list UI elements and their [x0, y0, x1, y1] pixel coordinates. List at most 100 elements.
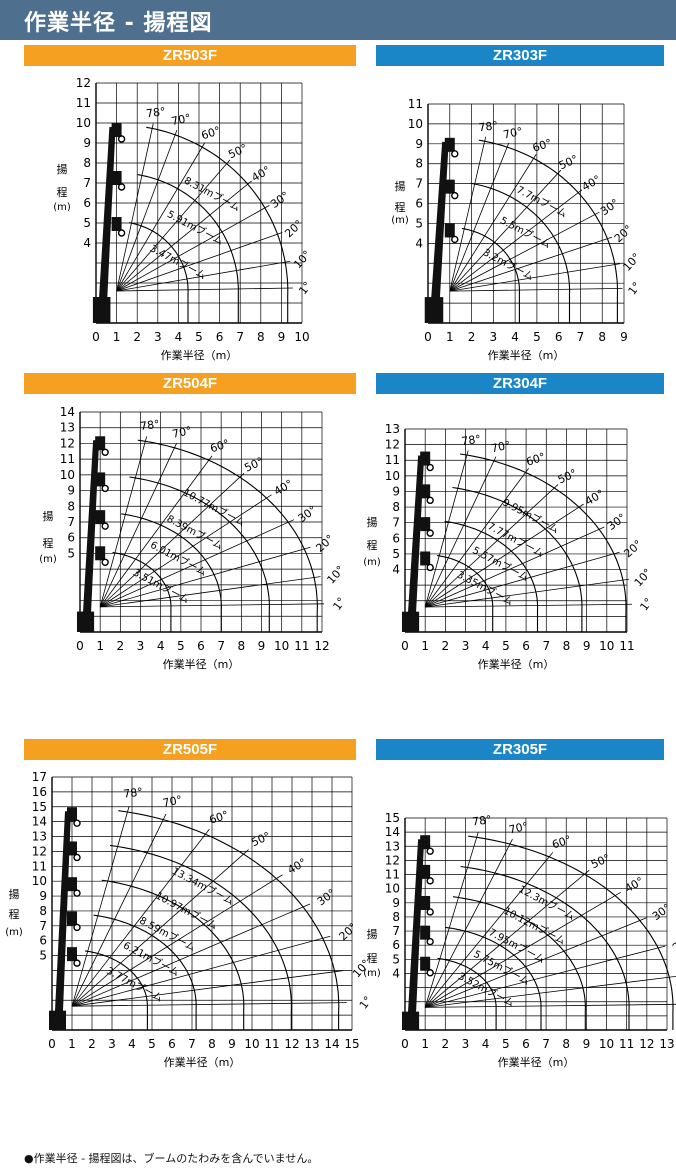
y-axis-label: 揚: [367, 516, 378, 529]
x-tick-label: 9: [583, 1037, 591, 1051]
boom-tip: [67, 911, 77, 926]
boom-arc: [128, 222, 189, 323]
angle-line: [424, 838, 513, 1008]
x-tick-label: 6: [216, 330, 224, 344]
angle-line: [425, 578, 629, 608]
hook-icon: [101, 484, 109, 493]
hook-icon: [426, 496, 434, 505]
x-tick-label: 1: [421, 1037, 429, 1051]
crane-boom: [406, 839, 425, 1030]
y-tick-label: 5: [67, 546, 75, 560]
boom-arc: [110, 844, 292, 1030]
y-tick-label: 10: [32, 874, 47, 888]
crane-outrigger: [402, 1025, 419, 1030]
y-tick-label: 8: [39, 904, 47, 918]
x-tick-label: 6: [522, 1037, 530, 1051]
hook-icon: [117, 229, 126, 237]
x-tick-label: 7: [188, 1037, 196, 1051]
angle-line: [424, 891, 621, 1008]
x-tick-label: 3: [462, 1037, 470, 1051]
x-tick-label: 5: [533, 330, 541, 344]
boom-tip: [444, 223, 455, 238]
x-tick-label: 8: [238, 639, 246, 653]
y-axis-label: 揚: [43, 510, 54, 523]
angle-line: [116, 129, 178, 292]
boom-tip: [420, 864, 431, 879]
x-tick-label: 0: [424, 330, 432, 344]
angle-line: [449, 189, 583, 292]
angle-line: [99, 442, 178, 608]
angle-line: [99, 436, 148, 607]
footnote: ●作業半径 - 揚程図は、ブームのたわみを含んでいません。: [24, 1152, 319, 1165]
title-bar: 作業半径 - 揚程図: [0, 0, 676, 40]
crane-base: [76, 611, 95, 632]
y-tick-label: 11: [408, 97, 423, 111]
angle-line: [425, 917, 647, 1008]
y-axis-label: 揚: [395, 180, 406, 193]
x-tick-label: 5: [195, 330, 203, 344]
angle-line: [116, 142, 206, 292]
angle-label: 60°: [200, 124, 223, 142]
boom-tip: [95, 546, 106, 561]
y-tick-label: 11: [76, 96, 91, 110]
x-axis-label: 作業半径（m）: [498, 1055, 575, 1069]
x-axis-label: 作業半径（m）: [161, 348, 238, 362]
x-tick-label: 5: [177, 639, 185, 653]
boom-tip: [67, 947, 77, 962]
x-tick-label: 3: [462, 639, 470, 653]
boom-arc: [121, 513, 222, 632]
y-axis-label: 程: [57, 186, 68, 199]
y-tick-label: 13: [60, 421, 75, 435]
y-tick-label: 9: [67, 484, 75, 498]
angle-label: 78°: [461, 433, 482, 448]
boom-arc: [444, 520, 539, 632]
y-tick-label: 14: [32, 815, 47, 829]
hook-icon: [426, 847, 434, 855]
y-tick-label: 6: [83, 196, 91, 210]
angle-line: [424, 450, 469, 608]
boom-tip: [67, 807, 77, 822]
boom-tip: [420, 895, 431, 910]
x-tick-label: 13: [304, 1037, 319, 1051]
angle-label: 60°: [524, 450, 547, 468]
angle-line: [100, 576, 321, 608]
x-tick-label: 7: [217, 639, 225, 653]
x-tick-label: 0: [401, 1037, 409, 1051]
angle-line: [116, 180, 252, 292]
y-axis-label: 程: [9, 908, 20, 921]
y-axis-label: 揚: [9, 888, 20, 901]
hook-icon: [451, 150, 459, 158]
boom-tip: [67, 877, 77, 892]
angle-line: [449, 211, 600, 292]
hook-icon: [451, 235, 459, 244]
x-tick-label: 2: [442, 639, 450, 653]
boom-arc: [146, 126, 289, 323]
angle-line: [425, 1003, 676, 1008]
angle-line: [425, 603, 632, 608]
x-tick-label: 2: [468, 330, 476, 344]
x-tick-label: 0: [76, 639, 84, 653]
x-tick-label: 14: [324, 1037, 339, 1051]
hook-icon: [73, 819, 81, 827]
y-tick-label: 14: [385, 825, 400, 839]
x-axis-label: 作業半径（m）: [488, 348, 565, 362]
angle-line: [425, 975, 676, 1008]
x-tick-label: 11: [619, 1037, 634, 1051]
y-tick-label: 5: [39, 949, 47, 963]
x-tick-label: 10: [599, 1037, 614, 1051]
x-tick-label: 2: [117, 639, 125, 653]
x-tick-label: 15: [344, 1037, 359, 1051]
x-tick-label: 5: [502, 1037, 510, 1051]
angle-line: [116, 260, 291, 292]
angle-label: 70°: [490, 439, 512, 456]
page-title: 作業半径 - 揚程図: [24, 11, 213, 36]
angle-line: [449, 154, 537, 292]
y-tick-label: 12: [385, 853, 400, 867]
y-tick-label: 17: [32, 770, 47, 784]
angle-line: [424, 484, 559, 608]
y-tick-label: 8: [415, 157, 423, 171]
angle-line: [99, 455, 213, 608]
x-tick-label: 10: [244, 1037, 259, 1051]
x-tick-label: 8: [208, 1037, 216, 1051]
crane-boom: [429, 141, 449, 323]
